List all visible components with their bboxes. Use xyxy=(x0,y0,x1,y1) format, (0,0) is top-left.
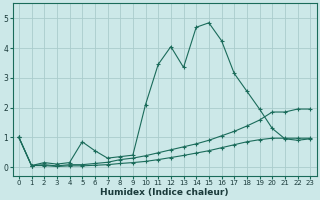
X-axis label: Humidex (Indice chaleur): Humidex (Indice chaleur) xyxy=(100,188,229,197)
